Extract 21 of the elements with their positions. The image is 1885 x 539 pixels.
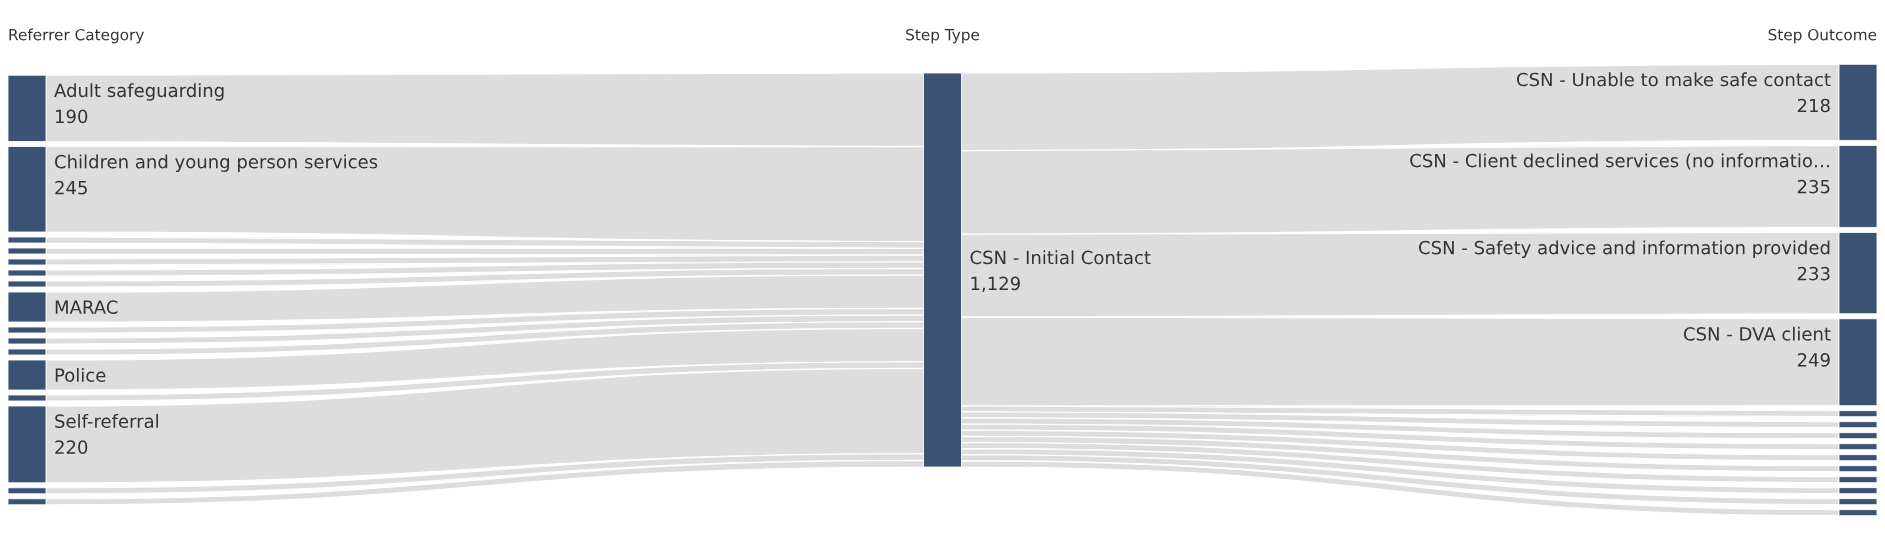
category-label: Adult safeguarding <box>54 83 224 101</box>
text: Step Type <box>906 28 980 44</box>
category-label: CSN - Initial Contact <box>970 250 1151 265</box>
category-label: CSN - Safety advice and information provided <box>1419 240 1830 258</box>
category-label: Children and young person services <box>55 154 378 172</box>
data-label: 245 <box>55 180 87 195</box>
data-label: 190 <box>55 109 88 124</box>
category-label: MARAC <box>55 300 118 314</box>
category-label: CSN - Client declined services (no informatio… <box>1410 153 1829 170</box>
data-label: 218 <box>1797 98 1830 113</box>
data-label: 235 <box>1797 179 1830 194</box>
category-label: Self-referral <box>55 414 158 428</box>
category-label: Police <box>55 368 106 382</box>
category-label: CSN - DVA client <box>1683 326 1831 341</box>
data-label: 220 <box>55 440 88 454</box>
data-label: 1,129 <box>971 276 1020 293</box>
text: Referrer Category <box>9 28 144 44</box>
data-label: 233 <box>1797 266 1830 281</box>
data-label: 249 <box>1797 353 1830 367</box>
text: Step Outcome <box>1768 28 1877 44</box>
category-label: CSN - Unable to make safe contact <box>1516 72 1831 87</box>
